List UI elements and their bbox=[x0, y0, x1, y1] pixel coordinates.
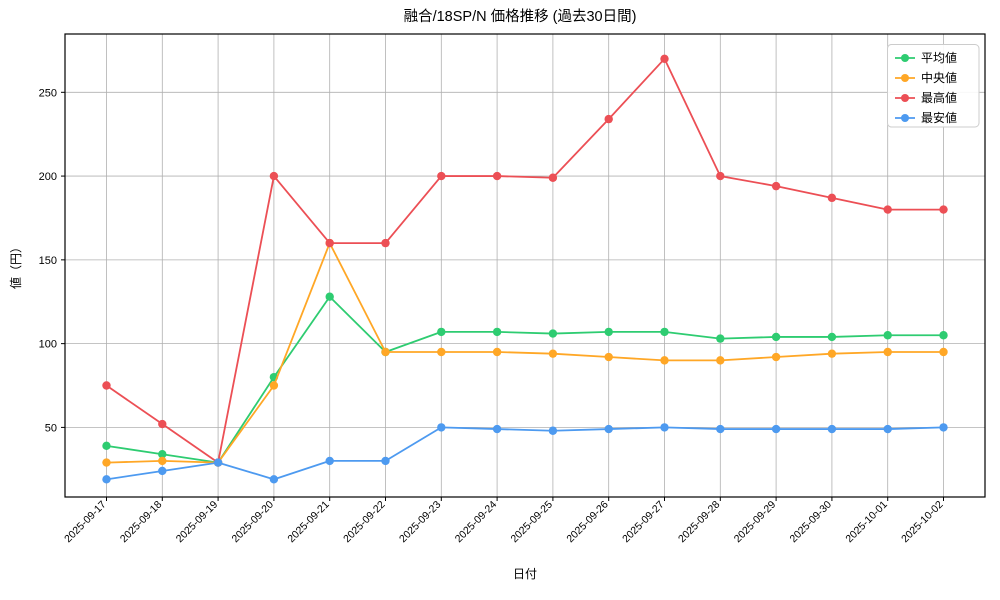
svg-text:中央値: 中央値 bbox=[921, 70, 957, 85]
svg-text:値（円）: 値（円） bbox=[8, 241, 23, 289]
svg-text:日付: 日付 bbox=[513, 567, 537, 581]
svg-text:融合/18SP/N 価格推移 (過去30日間): 融合/18SP/N 価格推移 (過去30日間) bbox=[404, 8, 637, 25]
svg-text:最安値: 最安値 bbox=[921, 110, 957, 125]
svg-text:200: 200 bbox=[39, 171, 57, 183]
svg-text:250: 250 bbox=[39, 87, 57, 99]
svg-text:50: 50 bbox=[45, 422, 57, 434]
svg-text:最高値: 最高値 bbox=[921, 90, 957, 105]
svg-text:平均値: 平均値 bbox=[921, 50, 957, 65]
svg-text:150: 150 bbox=[39, 255, 57, 267]
svg-text:100: 100 bbox=[39, 339, 57, 351]
